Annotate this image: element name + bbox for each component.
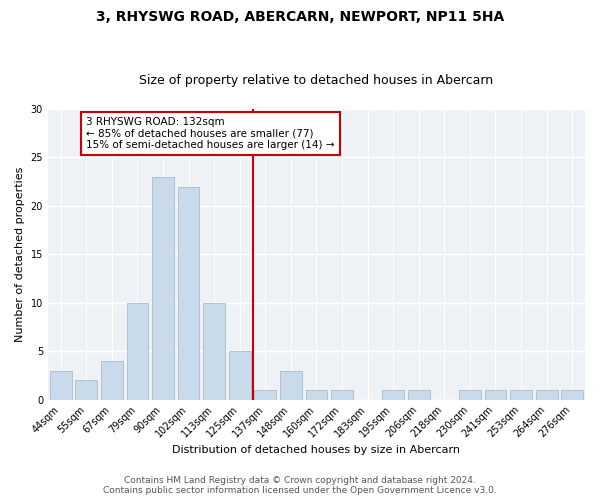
Bar: [331, 390, 353, 400]
Bar: [76, 380, 97, 400]
Bar: [254, 390, 276, 400]
Bar: [229, 351, 251, 400]
Bar: [203, 303, 225, 400]
Y-axis label: Number of detached properties: Number of detached properties: [15, 166, 25, 342]
Bar: [536, 390, 557, 400]
Title: Size of property relative to detached houses in Abercarn: Size of property relative to detached ho…: [139, 74, 494, 87]
Bar: [280, 370, 302, 400]
Bar: [305, 390, 328, 400]
Bar: [459, 390, 481, 400]
Bar: [101, 361, 123, 400]
Text: 3, RHYSWG ROAD, ABERCARN, NEWPORT, NP11 5HA: 3, RHYSWG ROAD, ABERCARN, NEWPORT, NP11 …: [96, 10, 504, 24]
Bar: [152, 177, 174, 400]
Bar: [562, 390, 583, 400]
Bar: [127, 303, 148, 400]
Bar: [510, 390, 532, 400]
Bar: [178, 186, 199, 400]
Text: 3 RHYSWG ROAD: 132sqm
← 85% of detached houses are smaller (77)
15% of semi-deta: 3 RHYSWG ROAD: 132sqm ← 85% of detached …: [86, 117, 335, 150]
Bar: [485, 390, 506, 400]
Text: Contains HM Land Registry data © Crown copyright and database right 2024.
Contai: Contains HM Land Registry data © Crown c…: [103, 476, 497, 495]
X-axis label: Distribution of detached houses by size in Abercarn: Distribution of detached houses by size …: [172, 445, 460, 455]
Bar: [50, 370, 71, 400]
Bar: [382, 390, 404, 400]
Bar: [408, 390, 430, 400]
